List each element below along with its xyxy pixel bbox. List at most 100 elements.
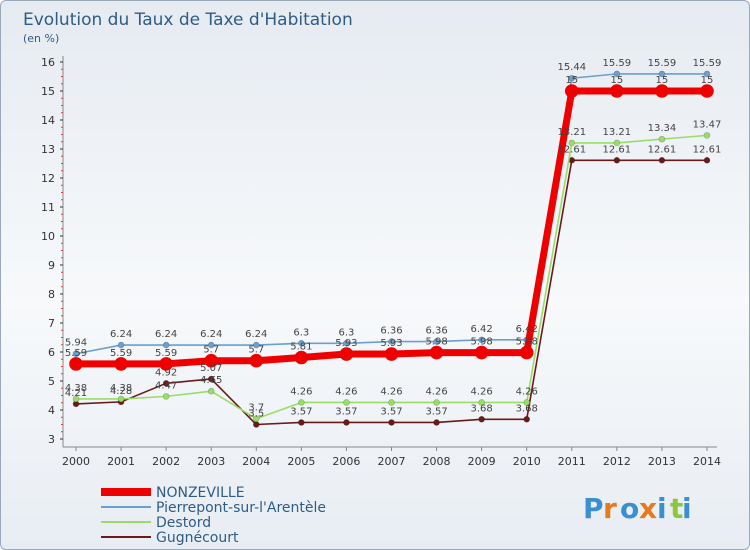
series-point-4	[523, 415, 531, 423]
data-label-3: 4.38	[65, 383, 87, 394]
data-label-3: 4.47	[155, 380, 177, 391]
data-label-3: 3.7	[248, 403, 264, 414]
data-label-1: 5.59	[110, 348, 132, 359]
y-tick-label: 15	[41, 85, 55, 98]
x-tick-label: 2009	[468, 455, 496, 468]
series-point-3	[117, 395, 125, 403]
series-point-2	[703, 70, 711, 78]
series-point-1	[655, 84, 669, 98]
data-label-3: 4.26	[425, 386, 447, 397]
series-point-1	[249, 353, 264, 368]
data-label-2: 6.24	[155, 329, 177, 340]
y-tick-label: 11	[41, 201, 55, 214]
series-point-4	[252, 421, 260, 428]
series-point-2	[568, 74, 576, 82]
y-tick-label: 12	[41, 172, 55, 185]
data-label-4: 3.68	[516, 403, 538, 414]
x-tick-label: 2010	[513, 455, 541, 468]
legend-label: Pierrepont-sur-l'Arentèle	[156, 500, 326, 516]
data-label-4: 12.61	[693, 144, 722, 155]
series-point-1	[159, 357, 173, 371]
data-label-2: 6.3	[338, 327, 354, 338]
series-point-1	[69, 357, 83, 371]
data-label-3: 4.26	[335, 386, 357, 397]
series-point-1	[429, 345, 444, 360]
series-point-1	[339, 347, 354, 361]
data-label-2: 6.24	[245, 329, 267, 340]
logo-letter: P	[583, 492, 604, 525]
data-label-2: 6.42	[471, 324, 493, 335]
series-point-2	[478, 336, 485, 344]
data-label-3: 13.34	[648, 123, 677, 134]
series-point-1	[519, 345, 534, 360]
series-point-3	[433, 399, 440, 406]
logo-letter: o	[620, 492, 639, 525]
y-tick-label: 4	[48, 404, 55, 417]
y-tick-label: 6	[48, 346, 55, 359]
data-label-4: 3.57	[290, 406, 312, 417]
series-point-3	[613, 139, 621, 147]
series-point-2	[433, 338, 440, 345]
series-point-2	[388, 338, 395, 345]
data-label-4: 12.61	[557, 144, 586, 155]
data-label-2: 6.36	[380, 326, 402, 337]
data-label-2: 6.36	[425, 326, 447, 337]
data-label-1: 5.98	[516, 337, 538, 348]
data-label-2: 15.59	[693, 58, 722, 69]
chart-subtitle: (en %)	[23, 32, 59, 45]
data-label-3: 4.26	[380, 386, 402, 397]
series-point-1	[564, 84, 579, 98]
series-point-3	[162, 393, 170, 400]
y-tick-label: 7	[48, 317, 55, 330]
logo-letter: x	[639, 492, 657, 525]
series-point-4	[703, 157, 711, 164]
data-label-4: 5.07	[200, 363, 222, 374]
series-point-3	[703, 132, 711, 139]
logo-letter: i	[657, 492, 667, 525]
data-label-1: 5.93	[335, 338, 357, 349]
data-label-1: 5.59	[65, 348, 87, 359]
y-tick-label: 16	[41, 56, 55, 69]
y-tick-label: 14	[41, 114, 55, 127]
x-tick-label: 2011	[558, 455, 586, 468]
series-point-1	[294, 350, 309, 365]
x-tick-label: 2012	[603, 455, 631, 468]
series-point-1	[610, 84, 624, 98]
data-label-2: 6.24	[110, 329, 132, 340]
series-point-2	[252, 341, 260, 349]
legend-label: Destord	[156, 515, 211, 531]
x-tick-label: 2001	[107, 455, 135, 468]
series-point-3	[523, 399, 531, 406]
series-point-4	[478, 415, 485, 423]
series-point-2	[117, 341, 125, 349]
data-label-3: 13.21	[603, 127, 632, 138]
data-label-1: 15	[656, 75, 669, 86]
data-label-2: 6.24	[200, 329, 222, 340]
series-point-1	[474, 345, 489, 360]
series-point-4	[162, 380, 170, 387]
series-point-1	[114, 357, 128, 371]
series-point-3	[343, 399, 350, 406]
x-tick-label: 2002	[152, 455, 180, 468]
data-label-3: 4.26	[471, 386, 493, 397]
series-point-1	[700, 84, 714, 98]
series-point-3	[658, 135, 666, 143]
data-label-1: 5.81	[290, 342, 312, 353]
x-tick-label: 2004	[242, 455, 270, 468]
y-tick-label: 5	[48, 375, 55, 388]
data-label-3: 4.26	[290, 386, 312, 397]
series-point-2	[343, 339, 350, 347]
data-label-4: 3.57	[425, 406, 447, 417]
x-tick-label: 2005	[287, 455, 315, 468]
data-label-1: 5.98	[471, 337, 493, 348]
y-tick-label: 10	[41, 230, 55, 243]
series-point-3	[298, 399, 305, 406]
data-label-2: 15.59	[648, 58, 677, 69]
series-point-4	[298, 419, 305, 426]
legend-label: Gugnécourt	[156, 530, 239, 546]
data-label-3: 13.47	[693, 119, 722, 130]
data-label-2: 6.42	[516, 324, 538, 335]
data-label-4: 4.92	[155, 367, 177, 378]
